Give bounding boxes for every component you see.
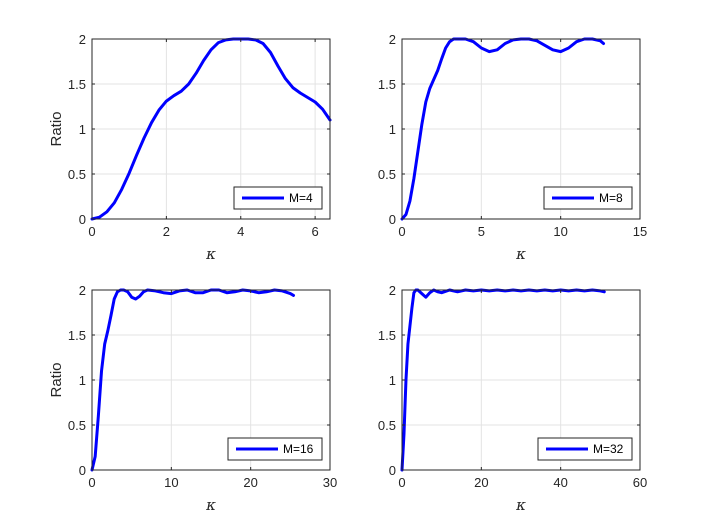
legend: M=8 [543, 186, 633, 210]
legend-label: M=8 [599, 191, 623, 205]
x-tick-label: 4 [237, 224, 244, 239]
y-tick-label: 0 [79, 463, 86, 478]
chart-panel-3: 0 10 20 30 0 0.5 1 1.5 2 κ Ratio M=16 [48, 283, 337, 514]
series-line-1 [90, 37, 332, 221]
y-axis-label: Ratio [48, 111, 65, 146]
chart-panel-2: 0 5 10 15 0 0.5 1 1.5 2 κ M=8 [378, 32, 647, 263]
x-tick-label: 10 [553, 224, 567, 239]
x-axis-label: κ [205, 245, 216, 263]
x-axis-label: κ [515, 245, 526, 263]
x-tick-label: 30 [323, 475, 337, 490]
legend: M=16 [227, 437, 323, 461]
chart-panel-4: 0 20 40 60 0 0.5 1 1.5 2 κ M=32 [378, 283, 647, 514]
legend: M=4 [233, 186, 323, 210]
legend: M=32 [537, 437, 633, 461]
x-tick-label: 10 [164, 475, 178, 490]
y-tick-label: 0.5 [378, 167, 396, 182]
y-tick-label: 2 [389, 283, 396, 298]
y-tick-label: 2 [79, 283, 86, 298]
y-tick-label: 1 [389, 122, 396, 137]
y-tick-label: 0 [389, 463, 396, 478]
x-tick-label: 20 [243, 475, 257, 490]
y-tick-label: 1 [79, 122, 86, 137]
x-tick-label: 2 [163, 224, 170, 239]
y-tick-label: 2 [389, 32, 396, 47]
x-axis-label: κ [205, 496, 216, 514]
y-tick-label: 0 [389, 212, 396, 227]
y-axis-label: Ratio [48, 362, 65, 397]
chart-panel-1: 0 2 4 6 0 0.5 1 1.5 2 κ Ratio M=4 [48, 32, 332, 263]
y-tick-label: 0 [79, 212, 86, 227]
series-line-1 [90, 288, 296, 472]
x-tick-label: 0 [88, 475, 95, 490]
x-tick-label: 20 [474, 475, 488, 490]
x-tick-label: 40 [553, 475, 567, 490]
x-tick-label: 0 [88, 224, 95, 239]
x-tick-label: 6 [312, 224, 319, 239]
legend-label: M=32 [593, 442, 624, 456]
y-tick-label: 1.5 [68, 328, 86, 343]
x-tick-label: 60 [633, 475, 647, 490]
y-tick-label: 1 [79, 373, 86, 388]
y-tick-label: 1.5 [378, 328, 396, 343]
x-tick-label: 0 [398, 224, 405, 239]
x-tick-label: 15 [633, 224, 647, 239]
legend-label: M=16 [283, 442, 314, 456]
y-tick-label: 0.5 [68, 418, 86, 433]
y-tick-label: 1.5 [68, 77, 86, 92]
y-tick-label: 0.5 [378, 418, 396, 433]
y-tick-label: 0.5 [68, 167, 86, 182]
y-tick-label: 1 [389, 373, 396, 388]
x-tick-label: 0 [398, 475, 405, 490]
series-line-1 [400, 37, 606, 221]
y-tick-label: 1.5 [378, 77, 396, 92]
y-tick-label: 2 [79, 32, 86, 47]
x-tick-label: 5 [478, 224, 485, 239]
legend-label: M=4 [289, 191, 313, 205]
x-axis-label: κ [515, 496, 526, 514]
